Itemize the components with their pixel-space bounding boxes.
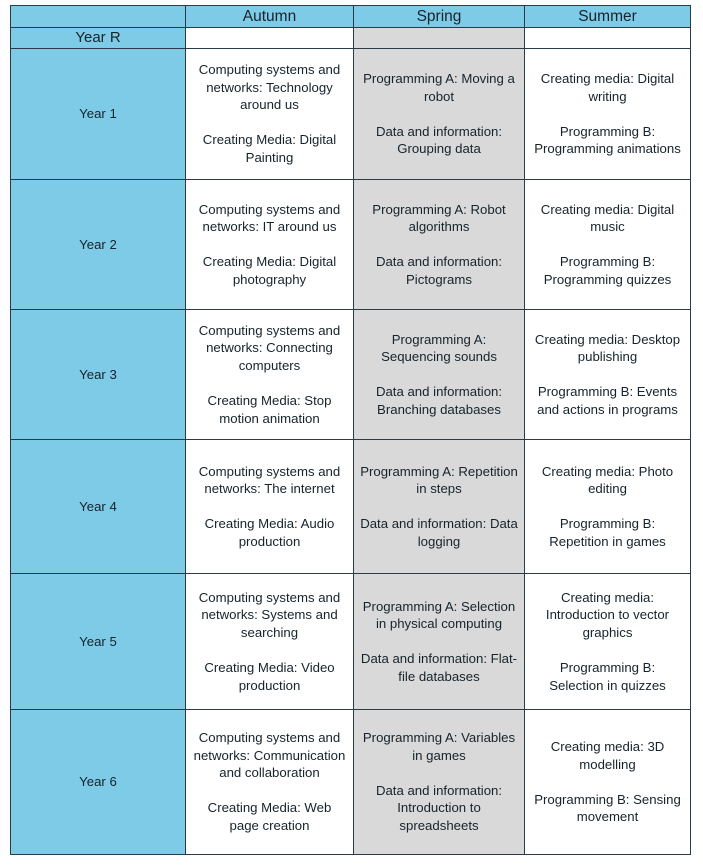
cell-autumn: Computing systems and networks: Technolo… [185, 47, 354, 180]
cell-spring-text: Programming A: Sequencing sounds Data an… [375, 331, 503, 417]
year-label: Year 6 [79, 774, 117, 790]
year-label-cell: Year 3 [10, 308, 186, 440]
cell-autumn [185, 27, 354, 49]
table-row: Year 2 Computing systems and networks: I… [10, 178, 691, 310]
cell-autumn: Computing systems and networks: IT aroun… [185, 178, 354, 310]
header-cell-autumn: Autumn [185, 5, 354, 28]
header-corner-cell [10, 5, 186, 28]
cell-summer: Creating media: Introduction to vector g… [524, 572, 691, 710]
cell-spring-text: Programming A: Repetition in steps Data … [360, 463, 518, 549]
header-cell-summer: Summer [524, 5, 691, 28]
header-cell-spring: Spring [353, 5, 525, 28]
header-label-summer: Summer [578, 7, 637, 25]
cell-summer-text: Creating media: Photo editing Programmin… [541, 463, 674, 549]
cell-summer: Creating media: 3D modelling Programming… [524, 708, 691, 855]
cell-spring-text: Programming A: Variables in games Data a… [362, 730, 516, 834]
table-row: Year 1 Computing systems and networks: T… [10, 47, 691, 180]
year-label-cell: Year 4 [10, 438, 186, 574]
year-label: Year 3 [79, 366, 117, 382]
year-label: Year R [75, 29, 121, 46]
year-label-cell: Year R [10, 27, 186, 49]
cell-spring-text: Programming A: Moving a robot Data and i… [363, 71, 515, 157]
cell-spring: Programming A: Repetition in steps Data … [353, 438, 525, 574]
cell-summer: Creating media: Desktop publishing Progr… [524, 308, 691, 440]
cell-summer-text: Creating media: Digital writing Programm… [534, 71, 681, 157]
cell-summer-text: Creating media: Introduction to vector g… [545, 589, 670, 693]
cell-spring [353, 27, 525, 49]
table-row: Year 5 Computing systems and networks: S… [10, 572, 691, 710]
cell-spring: Programming A: Selection in physical com… [353, 572, 525, 710]
table-row: Year R [10, 27, 691, 49]
year-label: Year 1 [79, 106, 117, 122]
cell-spring-text: Programming A: Selection in physical com… [360, 598, 518, 684]
year-label-cell: Year 5 [10, 572, 186, 710]
cell-spring: Programming A: Moving a robot Data and i… [353, 47, 525, 180]
cell-autumn: Computing systems and networks: Connecti… [185, 308, 354, 440]
year-label: Year 2 [79, 236, 117, 252]
cell-spring: Programming A: Sequencing sounds Data an… [353, 308, 525, 440]
cell-summer: Creating media: Photo editing Programmin… [524, 438, 691, 574]
cell-autumn: Computing systems and networks: The inte… [185, 438, 354, 574]
table-row: Year 3 Computing systems and networks: C… [10, 308, 691, 440]
year-label-cell: Year 2 [10, 178, 186, 310]
cell-autumn: Computing systems and networks: Systems … [185, 572, 354, 710]
cell-spring: Programming A: Robot algorithms Data and… [353, 178, 525, 310]
cell-autumn-text: Computing systems and networks: The inte… [198, 463, 341, 549]
header-label-spring: Spring [416, 7, 462, 25]
cell-summer [524, 27, 691, 49]
curriculum-table-container: Autumn Spring Summer Year R [10, 5, 691, 855]
year-label: Year 4 [79, 498, 117, 514]
cell-summer: Creating media: Digital music Programmin… [524, 178, 691, 310]
cell-autumn: Computing systems and networks: Communic… [185, 708, 354, 855]
cell-autumn-text: Computing systems and networks: Communic… [193, 730, 346, 834]
cell-spring-text: Programming A: Robot algorithms Data and… [372, 201, 506, 287]
cell-summer-text: Creating media: Digital music Programmin… [540, 201, 675, 287]
cell-autumn-text: Computing systems and networks: Connecti… [198, 322, 341, 426]
cell-summer-text: Creating media: Desktop publishing Progr… [534, 331, 681, 417]
curriculum-overview-table: Autumn Spring Summer Year R [10, 5, 691, 855]
cell-spring: Programming A: Variables in games Data a… [353, 708, 525, 855]
cell-autumn-text: Computing systems and networks: Systems … [198, 589, 341, 693]
header-label-autumn: Autumn [242, 7, 297, 25]
table-row: Year 6 Computing systems and networks: C… [10, 708, 691, 855]
cell-summer: Creating media: Digital writing Programm… [524, 47, 691, 180]
table-row: Year 4 Computing systems and networks: T… [10, 438, 691, 574]
year-label-cell: Year 6 [10, 708, 186, 855]
cell-summer-text: Creating media: 3D modelling Programming… [534, 739, 681, 825]
cell-autumn-text: Computing systems and networks: IT aroun… [198, 201, 341, 287]
cell-autumn-text: Computing systems and networks: Technolo… [198, 62, 341, 166]
year-label-cell: Year 1 [10, 47, 186, 180]
table-header-row: Autumn Spring Summer [10, 5, 691, 28]
year-label: Year 5 [79, 633, 117, 649]
